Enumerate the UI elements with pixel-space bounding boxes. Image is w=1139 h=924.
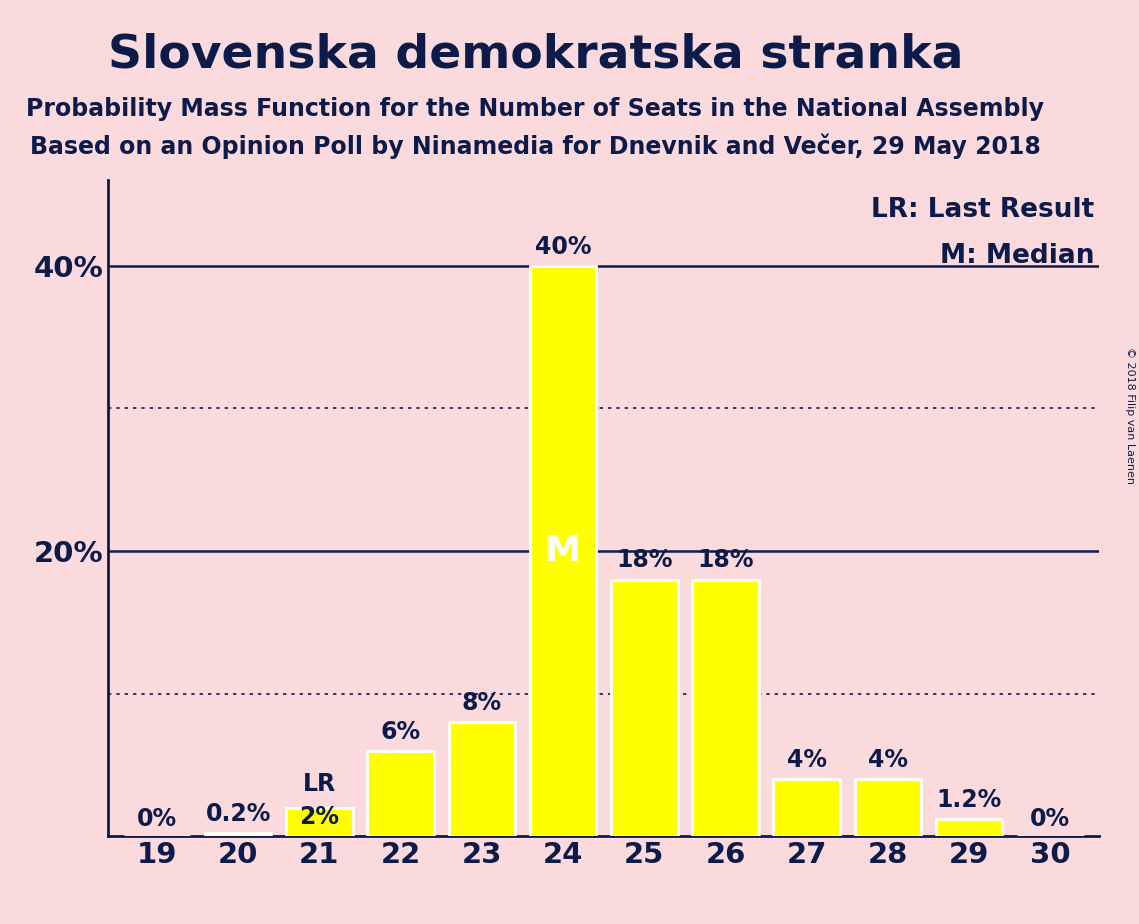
Text: M: M bbox=[546, 534, 581, 568]
Bar bbox=[449, 723, 515, 836]
Text: 4%: 4% bbox=[868, 748, 908, 772]
Bar bbox=[773, 779, 841, 836]
Text: 0%: 0% bbox=[1031, 807, 1071, 831]
Bar bbox=[936, 819, 1002, 836]
Text: 1.2%: 1.2% bbox=[936, 788, 1002, 812]
Text: © 2018 Filip van Laenen: © 2018 Filip van Laenen bbox=[1125, 347, 1134, 484]
Text: M: Median: M: Median bbox=[940, 242, 1095, 269]
Text: 18%: 18% bbox=[697, 548, 754, 572]
Text: 2%: 2% bbox=[300, 805, 339, 829]
Bar bbox=[854, 779, 921, 836]
Text: 4%: 4% bbox=[787, 748, 827, 772]
Bar bbox=[693, 579, 759, 836]
Text: 0.2%: 0.2% bbox=[205, 802, 271, 826]
Text: Slovenska demokratska stranka: Slovenska demokratska stranka bbox=[107, 32, 964, 78]
Bar bbox=[367, 750, 434, 836]
Text: 8%: 8% bbox=[461, 691, 502, 715]
Text: Based on an Opinion Poll by Ninamedia for Dnevnik and Večer, 29 May 2018: Based on an Opinion Poll by Ninamedia fo… bbox=[30, 134, 1041, 160]
Text: LR: LR bbox=[303, 772, 336, 796]
Bar bbox=[286, 808, 353, 836]
Text: 0%: 0% bbox=[137, 807, 177, 831]
Bar bbox=[530, 266, 597, 836]
Bar bbox=[205, 833, 271, 836]
Text: 40%: 40% bbox=[535, 235, 591, 259]
Text: 18%: 18% bbox=[616, 548, 672, 572]
Text: 6%: 6% bbox=[380, 720, 420, 744]
Text: LR: Last Result: LR: Last Result bbox=[871, 197, 1095, 223]
Bar bbox=[611, 579, 678, 836]
Text: Probability Mass Function for the Number of Seats in the National Assembly: Probability Mass Function for the Number… bbox=[26, 97, 1044, 121]
